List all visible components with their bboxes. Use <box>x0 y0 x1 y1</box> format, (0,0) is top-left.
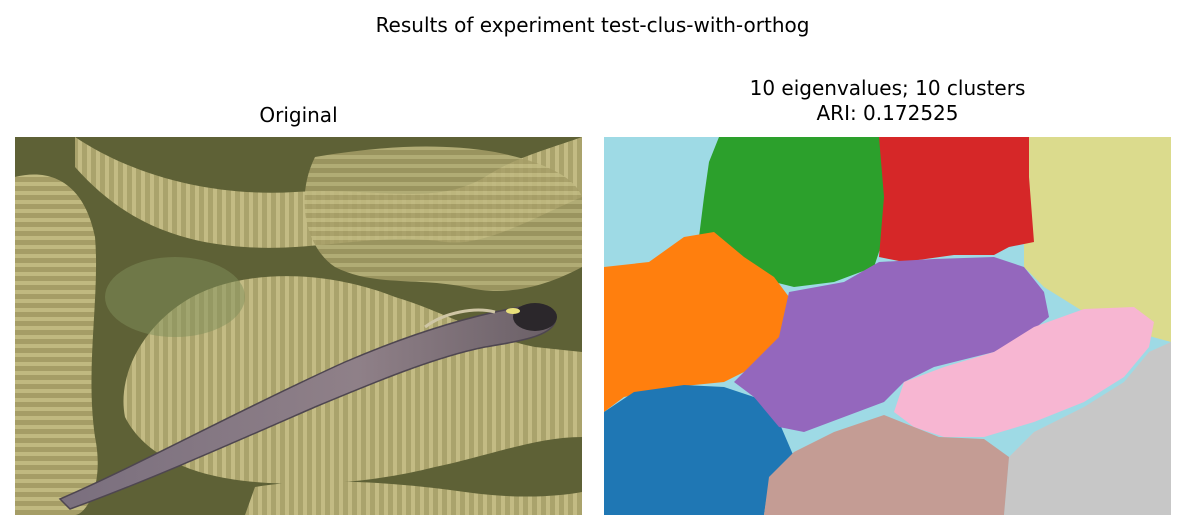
fish-head <box>513 303 557 331</box>
cluster-8-region <box>1024 137 1171 342</box>
cluster-0-region <box>604 385 794 515</box>
cluster-6-region <box>894 307 1154 437</box>
cluster-5-region <box>764 415 1009 515</box>
coral-ridge-upper-right <box>304 146 582 291</box>
cluster-map <box>604 137 1171 515</box>
fish-fin <box>424 308 496 329</box>
coral-center <box>105 257 245 337</box>
cluster-4-region <box>734 257 1049 432</box>
coral-ridge-bottom <box>245 481 582 515</box>
segmentation-title: 10 eigenvalues; 10 clusters ARI: 0.17252… <box>604 76 1171 126</box>
original-image <box>15 137 582 515</box>
coral-ridge-left <box>15 174 98 515</box>
original-photo <box>15 137 582 515</box>
fish-eye-highlight <box>506 308 520 314</box>
segmentation-ari-label: ARI: 0.172525 <box>816 101 959 125</box>
cluster-1-region <box>604 232 789 412</box>
figure-title: Results of experiment test-clus-with-ort… <box>375 13 810 37</box>
cluster-7-region <box>1004 342 1171 515</box>
segmentation-title-line1: 10 eigenvalues; 10 clusters <box>749 76 1026 100</box>
segmentation-image <box>604 137 1171 515</box>
cluster-3-region <box>879 137 1034 262</box>
cluster-2-region <box>699 137 889 287</box>
original-image-title: Original <box>259 103 338 127</box>
